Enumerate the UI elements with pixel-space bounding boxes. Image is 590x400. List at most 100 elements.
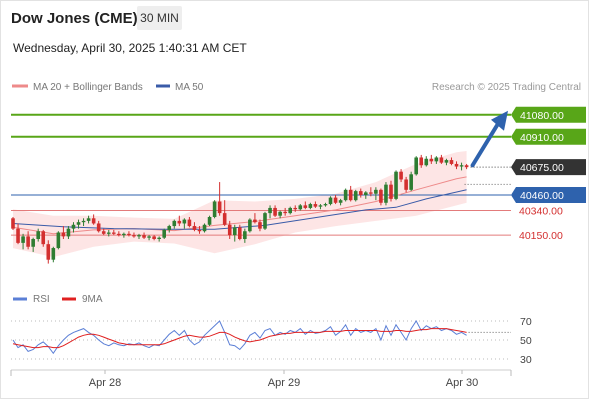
candle-body <box>384 184 388 203</box>
candle-body <box>328 197 333 205</box>
candle-body <box>212 201 217 217</box>
candle-body <box>364 192 368 195</box>
candle-body <box>142 235 146 238</box>
candle-body <box>464 165 469 168</box>
candle-body <box>389 184 393 199</box>
forecast-arrow-shaft <box>470 121 500 168</box>
rsi-tick-label: 70 <box>520 316 532 328</box>
candle-body <box>167 226 172 230</box>
candle-body <box>112 232 116 234</box>
rsi-line <box>12 320 467 355</box>
candle-body <box>56 232 61 249</box>
candle-body <box>122 233 126 236</box>
instrument-title: Dow Jones (CME) <box>11 10 138 27</box>
candle-body <box>434 157 439 162</box>
candle-body <box>101 231 106 234</box>
x-tick-label: Apr 28 <box>89 377 121 389</box>
candle-body <box>399 171 403 180</box>
candle-body <box>106 232 111 234</box>
forecast-arrow-head <box>491 110 508 131</box>
candle-body <box>132 235 136 237</box>
candle-body <box>283 211 287 214</box>
candle-body <box>157 237 161 239</box>
candle-body <box>182 219 187 224</box>
level-label-resistance: 40910.00 <box>520 132 564 144</box>
candle-body <box>444 160 449 163</box>
candle-body <box>343 189 348 201</box>
rsi-tick-label: 50 <box>520 335 532 347</box>
candle-body <box>409 174 413 190</box>
candle-body <box>96 223 101 232</box>
candle-body <box>202 224 207 232</box>
rsi-legend-label: RSI <box>33 294 50 305</box>
candle-body <box>41 231 46 245</box>
candle-body <box>217 201 222 214</box>
candle-body <box>258 222 262 229</box>
level-tag-resistance <box>511 106 586 123</box>
level-label-support: 40340.00 <box>519 206 563 218</box>
candle-body <box>459 165 464 167</box>
level-labels: 41080.00 40910.00 40675.00 40460.00 40340.00… <box>511 106 586 242</box>
candle-body <box>454 163 459 167</box>
rsi-ma-line <box>12 328 467 349</box>
candle-body <box>323 204 328 206</box>
datetime-label: Wednesday, April 30, 2025 1:40:31 AM CET <box>13 41 247 55</box>
bollinger-band <box>13 151 467 258</box>
candle-body <box>353 191 358 201</box>
candle-body <box>369 192 373 194</box>
main-plot <box>11 110 511 264</box>
candle-body <box>61 232 66 237</box>
level-label-current: 40675.00 <box>520 162 564 174</box>
candle-body <box>31 238 35 247</box>
candle-body <box>71 224 76 229</box>
candle-body <box>358 191 363 195</box>
candle-body <box>137 235 141 237</box>
level-label-support: 40150.00 <box>519 230 563 242</box>
candle-body <box>303 205 308 208</box>
candle-body <box>147 236 151 238</box>
candle-body <box>197 229 202 232</box>
candle-body <box>429 158 434 162</box>
candle-body <box>232 227 237 236</box>
candle-body <box>278 211 282 216</box>
candle-body <box>374 189 378 194</box>
level-tag-resistance <box>511 128 586 145</box>
candle-body <box>379 189 383 203</box>
candle-body <box>424 158 429 166</box>
candle-body <box>11 218 15 229</box>
candle-body <box>192 226 197 230</box>
candle-body <box>207 216 212 225</box>
level-tag-current <box>511 159 586 176</box>
candle-body <box>338 200 343 203</box>
credit-label: Research © 2025 Trading Central <box>432 82 581 93</box>
candle-body <box>293 207 298 210</box>
candle-body <box>46 244 51 260</box>
candle-body <box>36 231 40 239</box>
candle-body <box>66 228 71 237</box>
candle-body <box>51 248 56 260</box>
rsi-tick-label: 30 <box>520 354 532 366</box>
candle-body <box>21 236 25 243</box>
candle-body <box>298 205 303 210</box>
interval-button[interactable]: 30 MIN <box>137 6 182 30</box>
rsi-ma-legend-label: 9MA <box>82 294 103 305</box>
candle-body <box>268 207 272 214</box>
candle-body <box>222 213 227 225</box>
candle-body <box>288 207 292 214</box>
candle-body <box>238 227 242 239</box>
x-tick-label: Apr 30 <box>446 377 478 389</box>
rsi-plot: 70 50 30 <box>11 316 532 366</box>
candle-body <box>76 222 81 225</box>
level-tag-pivot <box>511 187 586 203</box>
candle-body <box>414 157 418 175</box>
level-label-pivot: 40460.00 <box>520 190 564 202</box>
candle-body <box>81 220 86 223</box>
candle-body <box>243 231 247 239</box>
x-axis: Apr 28 Apr 29 Apr 30 <box>10 370 512 389</box>
candle-body <box>308 204 313 208</box>
candle-body <box>419 157 424 166</box>
candle-body <box>162 229 166 238</box>
ma20-legend-label: MA 20 + Bollinger Bands <box>33 82 143 93</box>
candle-body <box>263 213 267 229</box>
